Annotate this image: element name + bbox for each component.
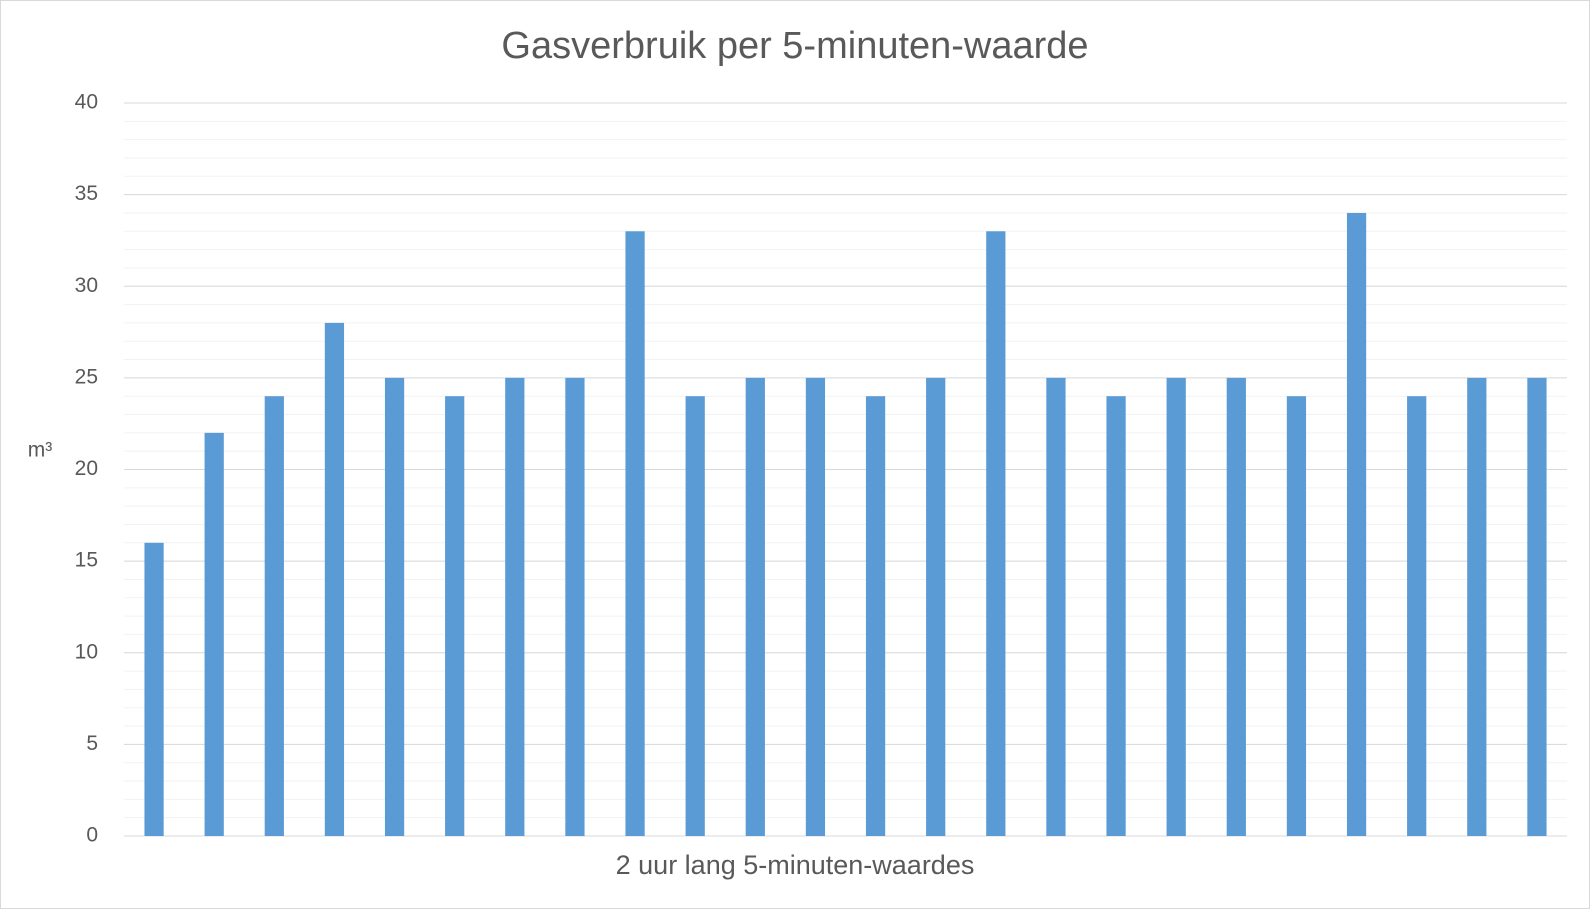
y-tick-label: 5 — [86, 732, 98, 755]
bar — [986, 231, 1006, 836]
bar — [384, 377, 405, 836]
y-tick-label: 30 — [75, 274, 98, 297]
bar — [926, 377, 946, 836]
bar — [324, 322, 345, 836]
y-tick-label: 25 — [75, 365, 98, 388]
bar — [505, 377, 525, 836]
bar — [1106, 396, 1126, 836]
bar — [1226, 377, 1246, 836]
bar — [1467, 377, 1487, 836]
bar — [1527, 377, 1547, 836]
bar — [1046, 377, 1066, 836]
bar — [745, 377, 765, 836]
bar — [1346, 212, 1367, 836]
bar — [865, 396, 886, 836]
bar — [264, 396, 284, 836]
bar — [1286, 396, 1307, 836]
bar — [1407, 396, 1427, 836]
bar — [204, 432, 224, 836]
bar — [144, 542, 164, 836]
y-tick-label: 20 — [75, 457, 98, 480]
y-axis-label: m³ — [28, 439, 53, 462]
bar — [805, 377, 826, 836]
bar — [1166, 377, 1186, 836]
y-tick-label: 15 — [75, 549, 98, 572]
y-tick-label: 10 — [75, 640, 98, 663]
bar — [445, 396, 465, 836]
bar — [625, 231, 645, 836]
y-tick-label: 35 — [75, 182, 98, 205]
bar — [685, 396, 705, 836]
y-tick-label: 0 — [86, 824, 98, 847]
chart-title: Gasverbruik per 5-minuten-waarde — [501, 25, 1088, 67]
x-axis-label: 2 uur lang 5-minuten-waardes — [616, 850, 975, 880]
y-tick-label: 40 — [75, 91, 98, 114]
bar — [565, 377, 585, 836]
